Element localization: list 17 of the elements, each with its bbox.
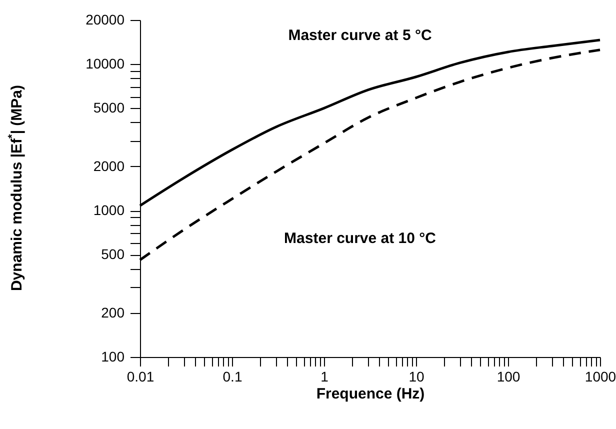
y-tick-label: 500: [101, 246, 125, 262]
x-tick-label: 10: [408, 368, 424, 384]
y-tick-label: 5000: [93, 100, 125, 116]
x-tick-label: 1: [320, 368, 329, 384]
x-tick-label: 100: [496, 368, 520, 384]
y-tick-label: 10000: [86, 56, 125, 72]
x-tick-label: 0.01: [126, 368, 154, 384]
y-tick-label: 1000: [93, 202, 125, 218]
y-tick-label: 2000: [93, 158, 125, 174]
x-tick-label: 1000: [584, 368, 616, 384]
annotation: Master curve at 5 °C: [288, 27, 432, 44]
x-axis-title: Frequence (Hz): [316, 386, 425, 402]
annotation: Master curve at 10 °C: [284, 230, 436, 247]
y-tick-label: 200: [101, 304, 125, 320]
y-tick-label: 100: [101, 348, 125, 364]
y-tick-label: 20000: [86, 12, 125, 28]
x-tick-label: 0.1: [222, 368, 242, 384]
